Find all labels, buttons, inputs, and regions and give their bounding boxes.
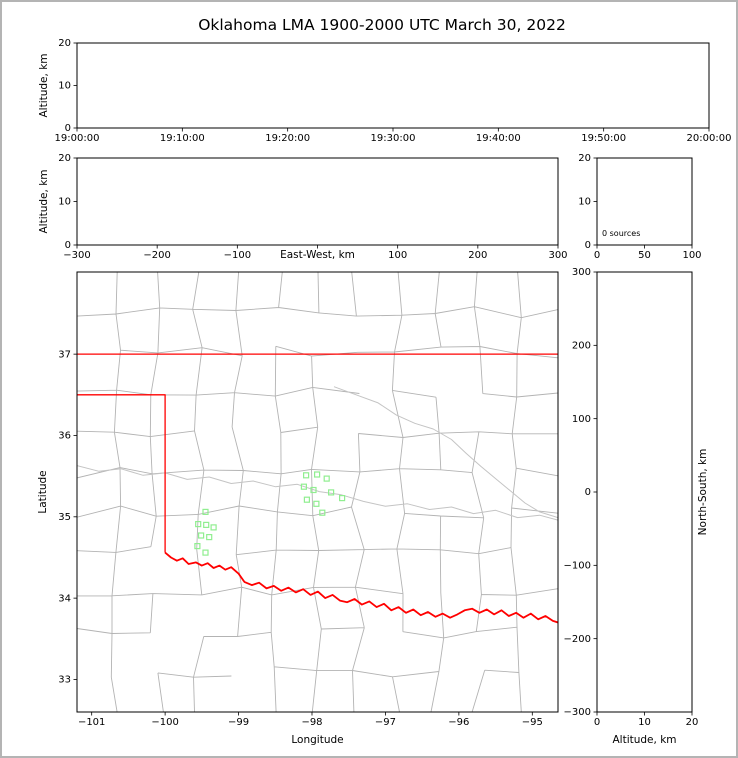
y-tick-label: 0 xyxy=(65,240,71,251)
ew-panel-ylabel: Altitude, km xyxy=(38,169,50,233)
lma-source-marker xyxy=(314,471,321,478)
x-tick-label: 19:50:00 xyxy=(581,133,626,144)
lma-source-marker xyxy=(328,489,335,496)
county-boundaries xyxy=(77,272,558,712)
map-xlabel: Longitude xyxy=(291,734,343,746)
lma-source-marker xyxy=(323,475,330,482)
x-tick-label: 19:00:00 xyxy=(55,133,100,144)
x-tick-label: −95 xyxy=(522,717,543,728)
y-tick-label: 33 xyxy=(58,675,71,686)
x-tick-label: 0 xyxy=(594,717,600,728)
y-tick-label: 20 xyxy=(58,38,71,49)
x-tick-label: −98 xyxy=(301,717,322,728)
lma-source-marker xyxy=(206,533,213,541)
y-tick-label: −200 xyxy=(564,634,591,645)
y-tick-label: −300 xyxy=(564,707,591,718)
lma-source-marker xyxy=(310,486,317,494)
state-border-line xyxy=(164,551,558,624)
lma-source-marker xyxy=(194,542,201,550)
ew_height-frame xyxy=(76,157,559,246)
x-tick-label: 50 xyxy=(638,250,651,261)
time-panel-ylabel: Altitude, km xyxy=(38,53,50,117)
river-line xyxy=(77,465,558,521)
y-tick-label: 10 xyxy=(58,81,71,92)
x-tick-label: 200 xyxy=(468,250,487,261)
x-tick-label: −101 xyxy=(78,717,105,728)
ns-panel-xlabel: Altitude, km xyxy=(612,734,676,746)
river-lines xyxy=(77,386,558,521)
ew-panel-xlabel: East-West, km xyxy=(280,249,355,261)
x-tick-label: 19:40:00 xyxy=(476,133,521,144)
time_height-frame xyxy=(76,42,710,129)
y-tick-label: 20 xyxy=(578,153,591,164)
x-tick-label: 0 xyxy=(594,250,600,261)
x-tick-label: 19:10:00 xyxy=(160,133,205,144)
x-tick-label: 100 xyxy=(388,250,407,261)
y-tick-label: 100 xyxy=(572,414,591,425)
lma-source-marker xyxy=(313,500,320,507)
x-tick-label: −200 xyxy=(143,250,170,261)
lma-source-marker xyxy=(202,549,209,556)
x-tick-label: 100 xyxy=(682,250,701,261)
y-tick-label: 20 xyxy=(58,153,71,164)
lma-source-marker xyxy=(210,524,217,531)
y-tick-label: 200 xyxy=(572,341,591,352)
x-tick-label: −96 xyxy=(448,717,469,728)
ns_height-frame xyxy=(596,271,693,713)
y-tick-label: 0 xyxy=(65,123,71,134)
lma-source-marker xyxy=(303,472,310,479)
x-tick-label: 20:00:00 xyxy=(687,133,732,144)
figure-title: Oklahoma LMA 1900-2000 UTC March 30, 202… xyxy=(198,16,566,34)
river-line xyxy=(333,386,558,519)
county-lines-path xyxy=(77,272,558,712)
lma-source-marker xyxy=(339,495,346,502)
x-tick-label: −300 xyxy=(63,250,90,261)
x-tick-label: −97 xyxy=(375,717,396,728)
lma-source-marker xyxy=(202,508,209,515)
source-count-annotation: 0 sources xyxy=(602,229,640,238)
y-tick-label: 0 xyxy=(585,487,591,498)
plan_view_map-frame xyxy=(76,271,559,713)
y-tick-label: 34 xyxy=(58,593,71,604)
x-tick-label: −100 xyxy=(224,250,251,261)
ns-panel-ylabel: North-South, km xyxy=(697,449,709,536)
state-border-line xyxy=(77,394,166,553)
axis-tick-labels: 19:00:00 19:10:00 19:20:00 19:30:00 19:40:00… xyxy=(55,38,732,728)
y-tick-label: 37 xyxy=(58,349,71,360)
x-tick-label: 20 xyxy=(686,717,699,728)
y-tick-label: 10 xyxy=(58,197,71,208)
x-tick-label: −99 xyxy=(228,717,249,728)
x-tick-label: 19:20:00 xyxy=(265,133,310,144)
x-tick-label: −100 xyxy=(151,717,178,728)
lma-source-marker xyxy=(319,509,326,516)
y-tick-label: 10 xyxy=(578,197,591,208)
map-ylabel: Latitude xyxy=(37,470,49,513)
y-tick-label: 35 xyxy=(58,512,71,523)
y-tick-label: −100 xyxy=(564,561,591,572)
lma-source-marker xyxy=(303,496,310,503)
x-tick-label: 300 xyxy=(548,250,567,261)
lma-source-marker xyxy=(198,532,205,539)
state-border-lines xyxy=(77,353,558,624)
x-tick-label: 19:30:00 xyxy=(371,133,416,144)
y-tick-label: 36 xyxy=(58,431,71,442)
axis-tick-marks xyxy=(73,42,710,716)
y-tick-label: 0 xyxy=(585,240,591,251)
x-tick-label: 10 xyxy=(638,717,651,728)
lma-source-marker xyxy=(300,483,307,490)
lma-source-markers xyxy=(194,471,346,556)
lma-source-marker xyxy=(203,521,210,529)
y-tick-label: 300 xyxy=(572,267,591,278)
lma-source-marker xyxy=(195,520,202,528)
